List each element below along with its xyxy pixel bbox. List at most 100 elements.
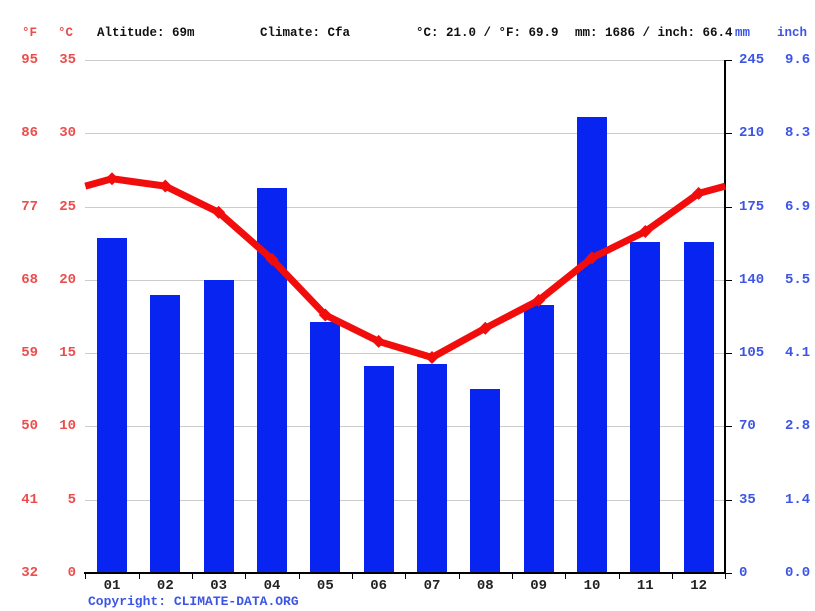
bottom-axis-tick [458,573,460,579]
right-axis-inch-5.5: 5.5 [785,271,811,288]
right-axis-inch-2.8: 2.8 [785,418,811,435]
gridline-20c [85,279,726,281]
month-label-10: 10 [583,578,601,594]
gridline-35c [85,60,726,61]
right-axis-inch-0.0: 0.0 [785,565,811,581]
gridline-25c [85,206,726,208]
copyright-prefix: Copyright: [88,594,174,609]
right-axis-mm-140: 140 [739,271,765,288]
bottom-axis-tick [191,573,193,579]
month-label-11: 11 [636,578,654,594]
bar-month-06 [363,365,394,573]
bar-month-04 [256,187,287,573]
left-axis-f-86: 86 [21,125,38,142]
temperature-point-05 [318,308,332,322]
bar-month-08 [470,388,501,573]
month-label-01: 01 [103,578,121,594]
right-axis-tick [725,573,733,574]
bar-month-09 [523,304,554,573]
month-label-03: 03 [210,578,228,594]
bottom-axis-tick [85,573,87,579]
right-axis-mm-35: 35 [739,491,756,508]
month-label-05: 05 [316,578,334,594]
right-axis-tick [725,426,733,428]
bottom-axis-line [84,572,727,574]
right-axis-inch-6.9: 6.9 [785,198,811,215]
bar-month-07 [416,363,447,573]
bottom-axis-tick [618,573,620,579]
left-axis-f-77: 77 [21,198,38,215]
right-axis-mm-245: 245 [739,52,765,68]
gridline-10c [85,426,726,428]
right-axis-tick [725,60,733,61]
bar-month-10 [576,116,607,573]
header-mm-unit: mm [735,26,751,40]
gridline-30c [85,133,726,135]
right-axis-mm-210: 210 [739,125,765,142]
right-axis-tick [725,499,733,501]
right-axis-tick [725,206,733,208]
right-axis-inch-4.1: 4.1 [785,345,811,362]
header-climate-type: Climate: Cfa [260,26,351,40]
copyright: Copyright: CLIMATE-DATA.ORG [88,594,299,609]
temperature-point-11 [638,224,652,238]
bottom-axis-tick [298,573,300,579]
temperature-point-08 [478,321,492,335]
month-label-06: 06 [370,578,388,594]
right-axis-tick [725,353,733,355]
bar-month-11 [630,242,661,573]
month-label-07: 07 [423,578,441,594]
gridline-15c [85,353,726,355]
header-fahrenheit-unit: °F [22,26,38,40]
right-axis-mm-70: 70 [739,418,756,435]
climate-data-org-link[interactable]: CLIMATE-DATA.ORG [173,594,299,609]
bottom-axis-tick [405,573,407,579]
left-axis-c-30: 30 [59,125,76,142]
bottom-axis-tick [725,573,727,579]
right-axis-mm-105: 105 [739,345,765,362]
header-altitude: Altitude: 69m [97,26,195,40]
right-axis-inch-1.4: 1.4 [785,491,811,508]
month-label-02: 02 [156,578,174,594]
left-axis-f-95: 95 [21,52,38,68]
right-axis-inch-8.3: 8.3 [785,125,811,142]
header-celsius-unit: °C [58,26,74,40]
right-axis-mm-175: 175 [739,198,765,215]
temperature-point-03 [212,205,226,219]
left-axis-f-41: 41 [21,491,38,508]
month-label-08: 08 [476,578,494,594]
right-axis-mm-0: 0 [739,565,748,581]
right-axis-line [724,60,727,574]
left-axis-c-35: 35 [59,52,76,68]
left-axis-c-10: 10 [59,418,76,435]
header-precip-summary: mm: 1686 / inch: 66.4 [575,26,733,40]
bottom-axis-tick [565,573,567,579]
left-axis-c-0: 0 [67,565,76,581]
right-axis-inch-9.6: 9.6 [785,52,811,68]
temperature-point-06 [372,334,386,348]
left-axis-f-32: 32 [21,565,38,581]
temperature-line [84,175,727,361]
right-axis-tick [725,133,733,135]
left-axis-f-50: 50 [21,418,38,435]
right-axis-tick [725,279,733,281]
month-label-12: 12 [690,578,708,594]
header-temp-summary: °C: 21.0 / °F: 69.9 [416,26,559,40]
left-axis-c-25: 25 [59,198,76,215]
bottom-axis-tick [245,573,247,579]
bar-month-03 [203,279,234,573]
bottom-axis-tick [671,573,673,579]
gridline-5c [85,499,726,501]
left-axis-c-20: 20 [59,271,76,288]
bar-month-05 [310,321,341,573]
left-axis-c-15: 15 [59,345,76,362]
month-label-09: 09 [530,578,548,594]
temperature-point-02 [158,179,172,193]
left-axis-f-68: 68 [21,271,38,288]
left-axis-f-59: 59 [21,345,38,362]
bar-month-02 [150,294,181,573]
temperature-point-01 [105,172,119,186]
temperature-point-12 [692,186,706,200]
bottom-axis-tick [511,573,513,579]
